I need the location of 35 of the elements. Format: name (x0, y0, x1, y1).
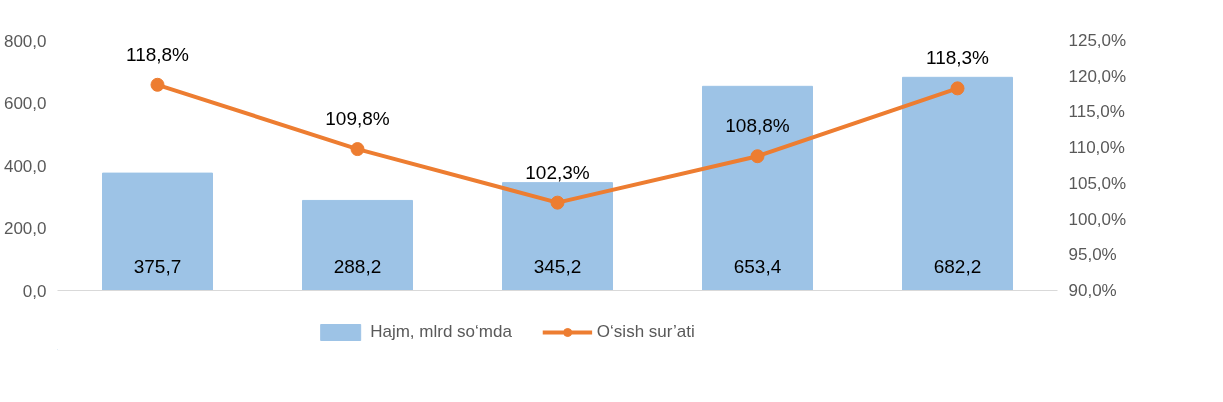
y2-tick-label: 95,0% (1068, 245, 1117, 265)
point (750, 149, 765, 164)
data-label: 288,2 (333, 255, 382, 277)
y2-tick-label: 100,0% (1068, 209, 1127, 229)
y-tick-label: 800,0 (3, 31, 47, 51)
point (150, 77, 165, 92)
point (550, 195, 565, 210)
data-label: 118,8% (125, 43, 190, 65)
bar (702, 85, 813, 291)
legend-label: O‘sish sur’ati (596, 322, 695, 342)
bar (102, 172, 213, 291)
point (950, 81, 965, 96)
y2-tick-label: 105,0% (1068, 173, 1127, 193)
y-tick-label: 0,0 (22, 281, 47, 301)
y-tick-label: 600,0 (3, 94, 47, 113)
y-tick-label: 200,0 (3, 219, 47, 238)
point (350, 142, 365, 157)
bar (502, 182, 613, 291)
data-label: 653,4 (733, 255, 782, 277)
data-label: 375,7 (133, 255, 182, 277)
data-label: 109,8% (325, 108, 390, 130)
bar (302, 199, 413, 291)
data-label: 108,8% (725, 115, 790, 137)
data-label: 345,2 (533, 255, 582, 277)
y2-tick-label: 115,0% (1068, 102, 1125, 122)
bar (902, 76, 1013, 291)
y-tick-label: 400,0 (3, 156, 47, 176)
data-label: 118,3% (925, 47, 990, 69)
y2-tick-label: 120,0% (1068, 66, 1127, 86)
y2-tick-label: 90,0% (1068, 281, 1117, 300)
data-label: 102,3% (525, 161, 590, 183)
data-label: 682,2 (933, 255, 982, 277)
legend-label: Hajm, mlrd so‘mda (370, 322, 512, 342)
y2-tick-label: 125,0% (1068, 31, 1127, 50)
y2-tick-label: 110,0% (1068, 138, 1125, 158)
